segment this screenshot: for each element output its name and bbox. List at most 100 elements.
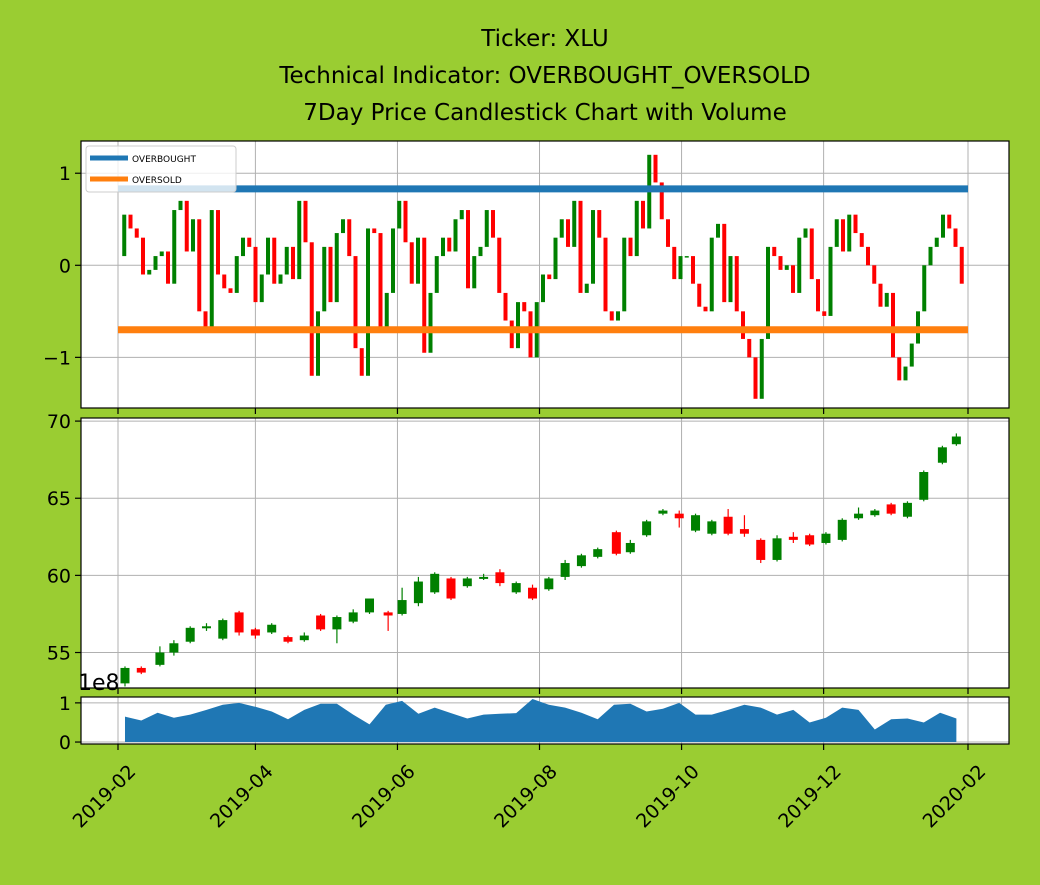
price-candle-body: [870, 510, 880, 516]
indicator-candle: [897, 357, 902, 381]
indicator-candle: [884, 292, 889, 307]
price-candle-body: [283, 637, 293, 642]
volume-area: [124, 699, 957, 743]
indicator-candle: [197, 219, 202, 312]
price-candle-body: [756, 539, 766, 560]
price-candle-body: [299, 635, 309, 641]
indicator-candle: [353, 256, 358, 349]
price-candle-body: [544, 578, 554, 590]
indicator-candle: [141, 237, 145, 275]
price-candle-body: [951, 436, 961, 445]
indicator-candle: [697, 283, 702, 307]
indicator-candle: [822, 311, 827, 316]
indicator-legend: OVERBOUGHT OVERSOLD: [85, 145, 237, 193]
indicator-candle: [216, 210, 220, 275]
volume-panel: 01 1e8: [59, 671, 1010, 754]
price-candle-body: [446, 578, 456, 599]
indicator-candle: [503, 292, 508, 321]
indicator-candle: [778, 256, 783, 270]
indicator-candle: [222, 274, 227, 289]
indicator-candle: [166, 251, 170, 284]
indicator-candle: [628, 237, 633, 257]
indicator-candle: [303, 200, 308, 243]
indicator-candle: [591, 210, 595, 284]
y-tick-label: 1: [59, 693, 71, 715]
indicator-candle: [666, 219, 670, 247]
indicator-candle: [359, 348, 364, 376]
price-candle-body: [707, 521, 717, 534]
indicator-candle: [703, 306, 708, 312]
indicator-candle: [278, 274, 283, 284]
price-candle-body: [185, 627, 195, 642]
indicator-candle: [878, 283, 883, 307]
indicator-candle: [178, 200, 183, 211]
indicator-candle: [309, 242, 314, 376]
indicator-candle: [809, 228, 814, 280]
indicator-candle: [728, 256, 733, 303]
indicator-candle: [741, 311, 745, 339]
price-candle-body: [805, 535, 815, 545]
price-candle-body: [560, 563, 570, 577]
price-frame: [80, 417, 1010, 689]
indicator-candle: [228, 288, 233, 293]
indicator-candle: [453, 219, 458, 252]
indicator-candle: [578, 200, 583, 293]
indicator-candle: [347, 219, 352, 257]
price-candle-body: [625, 542, 635, 553]
indicator-candle: [391, 228, 395, 293]
indicator-candle: [891, 292, 895, 358]
indicator-candle: [122, 214, 127, 257]
volume-offset-label: 1e8: [78, 671, 120, 696]
y-tick-label: 55: [47, 643, 71, 665]
price-candle-body: [902, 502, 912, 517]
indicator-candle: [566, 219, 570, 247]
indicator-candle: [341, 219, 345, 234]
indicator-candle: [678, 256, 683, 280]
indicator-candle: [459, 210, 464, 220]
indicator-candle: [597, 210, 602, 238]
indicator-candle: [547, 274, 552, 280]
indicator-candle: [959, 246, 964, 284]
x-tick-label: 2019-06: [348, 761, 420, 833]
y-tick-label: 65: [47, 488, 71, 510]
indicator-threshold-lines: [118, 185, 968, 334]
indicator-candle: [378, 233, 383, 330]
indicator-candle: [528, 311, 533, 358]
indicator-candle: [672, 246, 677, 280]
indicator-candle: [466, 210, 470, 289]
indicator-candle: [803, 228, 808, 238]
y-tick-label: 0: [59, 255, 71, 277]
price-candle-body: [511, 583, 521, 593]
indicator-candle: [272, 237, 277, 284]
indicator-candle: [147, 269, 152, 275]
indicator-candle: [491, 210, 495, 238]
price-candle-body: [397, 600, 407, 614]
indicator-candle: [191, 219, 195, 252]
indicator-candle: [266, 237, 270, 275]
indicator-candle: [203, 311, 208, 330]
indicator-candle: [284, 246, 289, 275]
indicator-y-axis: 1 0 −1: [43, 163, 81, 369]
price-candle-body: [495, 572, 505, 584]
price-candle-body: [479, 576, 489, 579]
price-candle-body: [250, 629, 260, 636]
indicator-candle: [209, 210, 214, 330]
price-candle-body: [169, 643, 179, 653]
indicator-candle: [153, 256, 158, 270]
indicator-candle: [603, 237, 608, 312]
x-tick-label: 2019-04: [206, 761, 278, 833]
price-candle-body: [383, 612, 393, 616]
indicator-candle: [397, 200, 402, 229]
indicator-candle: [759, 338, 764, 399]
y-tick-label: 60: [47, 565, 71, 587]
price-candle-body: [658, 510, 668, 514]
indicator-candle: [772, 246, 777, 257]
indicator-candle: [909, 343, 914, 367]
indicator-candle: [859, 233, 864, 247]
indicator-candle: [572, 200, 577, 247]
indicator-candle: [616, 311, 620, 321]
price-candle-body: [136, 667, 146, 673]
indicator-candle: [559, 219, 564, 238]
price-candle-body: [854, 513, 864, 519]
